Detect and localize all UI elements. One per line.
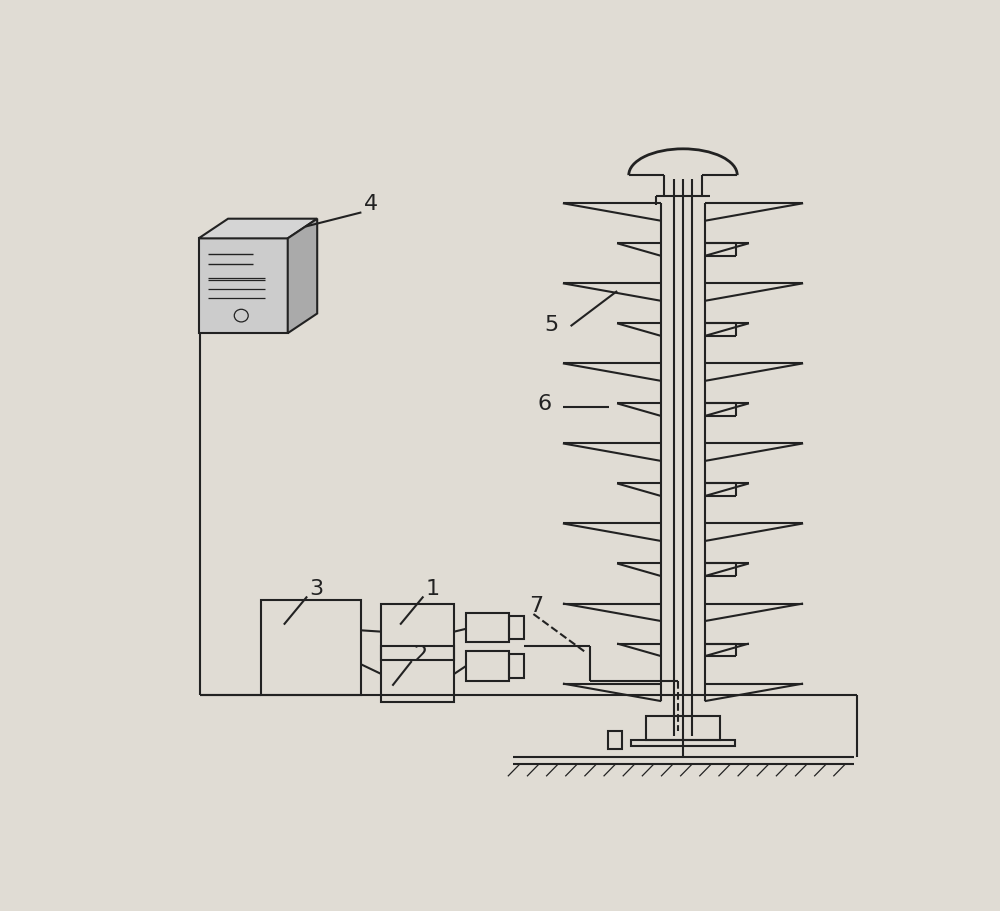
- Text: 2: 2: [413, 644, 427, 664]
- Text: 7: 7: [530, 595, 544, 615]
- Text: 1: 1: [426, 578, 440, 599]
- Bar: [466, 613, 509, 642]
- Bar: [261, 600, 361, 695]
- Bar: [509, 654, 524, 678]
- Polygon shape: [199, 220, 317, 239]
- Text: 4: 4: [364, 194, 378, 213]
- Bar: [509, 616, 524, 640]
- Bar: [608, 732, 622, 749]
- Text: 3: 3: [309, 578, 324, 599]
- Text: 6: 6: [537, 394, 551, 414]
- Bar: [466, 651, 509, 681]
- Bar: [646, 716, 720, 741]
- Bar: [631, 741, 735, 746]
- Text: 5: 5: [545, 314, 559, 334]
- Bar: [199, 239, 288, 333]
- Polygon shape: [288, 220, 317, 333]
- Bar: [381, 646, 454, 702]
- Bar: [381, 604, 454, 660]
